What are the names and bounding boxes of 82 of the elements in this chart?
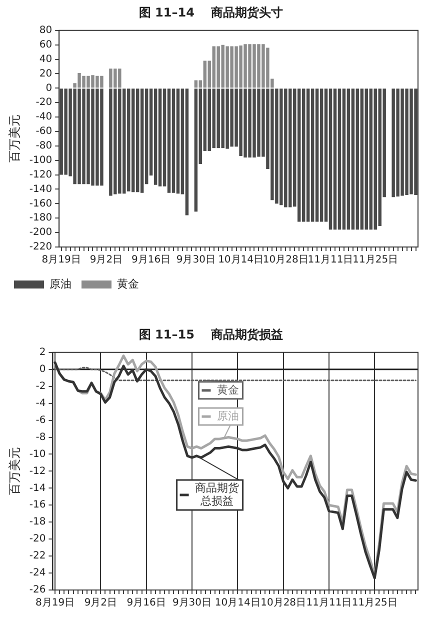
y-tick-label: -200 bbox=[29, 227, 52, 238]
y-tick-label: -18 bbox=[29, 516, 46, 528]
y-tick-label: -16 bbox=[29, 500, 46, 511]
bar bbox=[154, 88, 158, 185]
y-tick-label: -24 bbox=[29, 568, 46, 579]
legend-label: 黄金 bbox=[117, 277, 139, 290]
x-tick-label: 9月30日 bbox=[172, 598, 212, 609]
bar bbox=[315, 88, 319, 222]
y-tick-label: 2 bbox=[39, 346, 46, 358]
y-tick-label: -8 bbox=[36, 432, 46, 443]
bar bbox=[140, 88, 144, 193]
y-tick-label: -60 bbox=[36, 126, 52, 138]
bar bbox=[320, 88, 324, 222]
x-tick-label: 11月25日 bbox=[352, 598, 398, 609]
bar bbox=[172, 88, 176, 193]
bar bbox=[158, 88, 162, 186]
legend-label: 商品期货总损益 bbox=[194, 481, 239, 508]
bar bbox=[364, 88, 368, 230]
x-tick-label: 9月16日 bbox=[132, 254, 171, 266]
bar bbox=[356, 88, 360, 230]
y-axis-title: 百万美元 bbox=[7, 114, 22, 163]
bar bbox=[167, 88, 171, 193]
bar bbox=[360, 88, 364, 230]
legend-label: 原油 bbox=[216, 409, 239, 422]
y-tick-label: -6 bbox=[36, 414, 46, 426]
chart-title: 图 11–15 商品期货损益 bbox=[138, 327, 284, 342]
bar bbox=[194, 88, 198, 212]
chart-title: 图 11–14 商品期货头寸 bbox=[138, 5, 284, 20]
y-tick-label: -26 bbox=[29, 584, 46, 596]
x-tick-label: 10月28日 bbox=[260, 598, 306, 609]
x-tick-label: 10月28日 bbox=[262, 254, 308, 266]
y-tick-label: -140 bbox=[29, 184, 52, 195]
bar bbox=[302, 88, 306, 222]
x-tick-label: 9月2日 bbox=[84, 598, 118, 609]
y-tick-label: -100 bbox=[29, 154, 52, 166]
y-tick-label: -120 bbox=[29, 169, 52, 180]
y-tick-label: -80 bbox=[36, 140, 52, 152]
x-tick-label: 11月25日 bbox=[352, 254, 398, 266]
bar bbox=[185, 88, 189, 216]
y-tick-label: -40 bbox=[36, 112, 52, 123]
x-tick-label: 9月16日 bbox=[126, 598, 166, 609]
x-tick-label: 8月19日 bbox=[42, 254, 81, 266]
y-tick-label: 60 bbox=[39, 39, 52, 50]
y-tick-label: -12 bbox=[29, 466, 46, 477]
bar bbox=[346, 88, 350, 230]
y-tick-label: -20 bbox=[36, 97, 52, 108]
y-tick-label: -14 bbox=[29, 482, 46, 494]
bar bbox=[306, 88, 310, 222]
bar bbox=[369, 88, 373, 230]
y-tick-label: -22 bbox=[29, 550, 46, 562]
y-tick-label: 80 bbox=[39, 24, 52, 36]
legend-label: 原油 bbox=[50, 277, 72, 290]
bar bbox=[136, 88, 140, 192]
bar bbox=[338, 88, 342, 230]
bar bbox=[176, 88, 180, 194]
y-tick-label: 20 bbox=[39, 68, 52, 80]
y-tick-label: 0 bbox=[46, 82, 52, 94]
y-tick-label: 40 bbox=[39, 54, 52, 65]
y-tick-label: -10 bbox=[29, 448, 46, 460]
bar bbox=[333, 88, 337, 230]
bar bbox=[351, 88, 355, 230]
y-tick-label: -2 bbox=[36, 380, 46, 392]
y-tick-label: -180 bbox=[29, 212, 52, 224]
x-tick-label: 9月30日 bbox=[176, 254, 216, 266]
legend-label: 黄金 bbox=[216, 383, 239, 396]
x-tick-label: 10月14日 bbox=[218, 254, 264, 266]
y-tick-label: -160 bbox=[29, 198, 52, 210]
y-axis-title: 百万美元 bbox=[7, 447, 22, 496]
y-tick-label: 0 bbox=[39, 364, 46, 375]
x-tick-label: 11月11日 bbox=[308, 254, 354, 266]
bar bbox=[342, 88, 346, 230]
y-tick-label: -20 bbox=[29, 534, 46, 545]
x-tick-label: 11月11日 bbox=[306, 598, 352, 609]
bar bbox=[310, 88, 314, 222]
y-tick-label: -220 bbox=[29, 242, 52, 253]
y-tick-label: -4 bbox=[36, 398, 46, 409]
bar bbox=[203, 60, 207, 88]
bar bbox=[194, 80, 198, 88]
x-tick-label: 8月19日 bbox=[35, 598, 75, 609]
bar bbox=[328, 88, 332, 230]
x-tick-label: 10月14日 bbox=[214, 598, 260, 609]
x-tick-label: 9月2日 bbox=[90, 254, 123, 266]
